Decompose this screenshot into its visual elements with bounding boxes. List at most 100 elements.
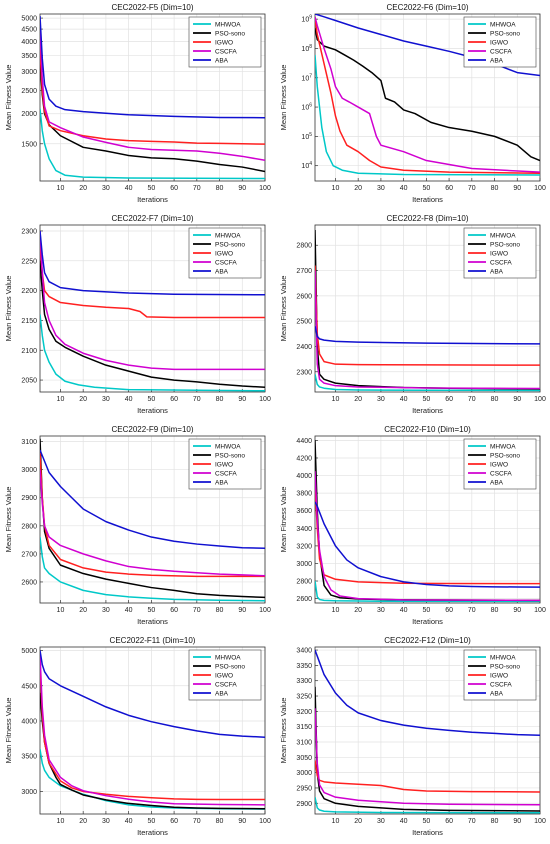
chart-title: CEC2022-F7 (Dim=10) — [111, 214, 193, 223]
legend-label: ABA — [215, 58, 229, 65]
x-tick-label: 10 — [57, 396, 65, 403]
chart-panel: 10 20 30 40 50 60 70 80 90 100 2300 2400 2500 2600 270… — [279, 214, 546, 415]
series-line-mhwoa — [315, 54, 540, 176]
x-tick-label: 50 — [422, 607, 430, 614]
y-tick-label: 3250 — [296, 694, 312, 701]
legend: MHWOA PSO-sono IGWO CSCFA ABA — [463, 438, 537, 490]
y-tick-label: 2100 — [21, 348, 37, 355]
y-tick-label: 3350 — [296, 663, 312, 670]
legend: MHWOA PSO-sono IGWO CSCFA ABA — [188, 16, 262, 68]
series-line-mhwoa — [315, 796, 540, 814]
series-group — [315, 440, 540, 603]
series-line-cscfa — [315, 270, 540, 390]
legend-label: CSCFA — [490, 49, 512, 56]
x-tick-label: 40 — [125, 396, 133, 403]
y-tick-label: 3800 — [296, 491, 312, 498]
x-tick-label: 20 — [354, 607, 362, 614]
y-tick-label: 3400 — [296, 648, 312, 655]
legend-label: IGWO — [490, 462, 508, 469]
x-tick-label: 60 — [445, 396, 453, 403]
x-tick-label: 80 — [491, 185, 499, 192]
series-group — [315, 649, 540, 814]
axes-box — [39, 435, 266, 604]
y-tick-label: 3000 — [296, 561, 312, 568]
legend-label: PSO-sono — [490, 31, 520, 38]
legend-label: PSO-sono — [490, 242, 520, 249]
y-tick-label: 2300 — [296, 369, 312, 376]
legend-label: ABA — [215, 691, 229, 698]
series-line-pso-sono — [315, 686, 540, 812]
x-tick-label: 70 — [193, 185, 201, 192]
x-tick-label: 40 — [400, 185, 408, 192]
x-tick-label: 30 — [102, 185, 110, 192]
x-tick-label: 80 — [216, 396, 224, 403]
series-line-cscfa — [315, 708, 540, 806]
x-axis-label: Iterations — [137, 195, 168, 204]
y-axis-label: Mean Fitness Value — [4, 487, 13, 553]
x-tick-label: 90 — [513, 396, 521, 403]
x-tick-label: 80 — [216, 607, 224, 614]
y-tick-label: 4400 — [296, 438, 312, 445]
legend-label: IGWO — [215, 40, 233, 47]
series-line-aba — [40, 230, 265, 296]
legend-label: CSCFA — [215, 682, 237, 689]
y-tick-label: 2300 — [21, 228, 37, 235]
series-line-cscfa — [40, 469, 265, 577]
x-tick-label: 70 — [193, 607, 201, 614]
y-tick-label: 2800 — [296, 579, 312, 586]
x-tick-label: 10 — [57, 818, 65, 825]
x-tick-label: 10 — [332, 396, 340, 403]
legend-label: MHWOA — [490, 22, 516, 29]
series-group — [40, 438, 265, 602]
y-tick-label: 3150 — [296, 724, 312, 731]
series-line-aba — [315, 649, 540, 736]
x-tick-label: 80 — [491, 607, 499, 614]
chart-panel: 10 20 30 40 50 60 70 80 90 100 2900 2950 3000 3050 310… — [279, 636, 546, 837]
x-axis-label: Iterations — [412, 617, 443, 626]
series-line-mhwoa — [40, 314, 265, 392]
legend-label: MHWOA — [490, 444, 516, 451]
y-tick-label: 3300 — [296, 678, 312, 685]
y-tick-label: 3400 — [296, 526, 312, 533]
legend-label: PSO-sono — [215, 453, 245, 460]
legend-label: PSO-sono — [215, 31, 245, 38]
x-tick-label: 30 — [102, 396, 110, 403]
x-tick-label: 50 — [147, 185, 155, 192]
x-tick-label: 70 — [193, 818, 201, 825]
y-tick-label: 3100 — [296, 739, 312, 746]
y-tick-label: 3050 — [296, 755, 312, 762]
x-tick-label: 20 — [79, 607, 87, 614]
x-tick-label: 50 — [147, 607, 155, 614]
x-tick-label: 70 — [468, 818, 476, 825]
y-tick-label: 3000 — [21, 467, 37, 474]
x-tick-label: 70 — [468, 185, 476, 192]
y-tick-label: 109 — [301, 15, 312, 24]
y-axis-label: Mean Fitness Value — [4, 698, 13, 764]
x-tick-label: 70 — [468, 607, 476, 614]
series-group — [40, 650, 265, 810]
y-tick-label: 105 — [301, 132, 312, 141]
x-axis-label: Iterations — [137, 617, 168, 626]
series-group — [315, 14, 540, 176]
y-tick-label: 2950 — [296, 785, 312, 792]
y-tick-label: 4000 — [21, 718, 37, 725]
x-tick-label: 40 — [400, 607, 408, 614]
x-tick-label: 50 — [147, 818, 155, 825]
chart-panel: 10 20 30 40 50 60 70 80 90 100 104 105 106 107 108 109 C… — [279, 3, 546, 204]
axes-box — [314, 224, 541, 393]
x-tick-label: 30 — [377, 185, 385, 192]
legend-label: MHWOA — [215, 444, 241, 451]
x-tick-label: 10 — [57, 185, 65, 192]
y-tick-label: 2900 — [296, 801, 312, 808]
x-tick-label: 50 — [422, 185, 430, 192]
y-tick-label: 3200 — [296, 709, 312, 716]
x-tick-label: 20 — [354, 185, 362, 192]
x-tick-label: 100 — [259, 185, 271, 192]
x-tick-label: 80 — [216, 818, 224, 825]
legend-label: MHWOA — [490, 655, 516, 662]
axes-box — [39, 224, 266, 393]
legend-label: ABA — [215, 269, 229, 276]
legend-label: ABA — [490, 691, 504, 698]
y-tick-label: 2200 — [21, 288, 37, 295]
